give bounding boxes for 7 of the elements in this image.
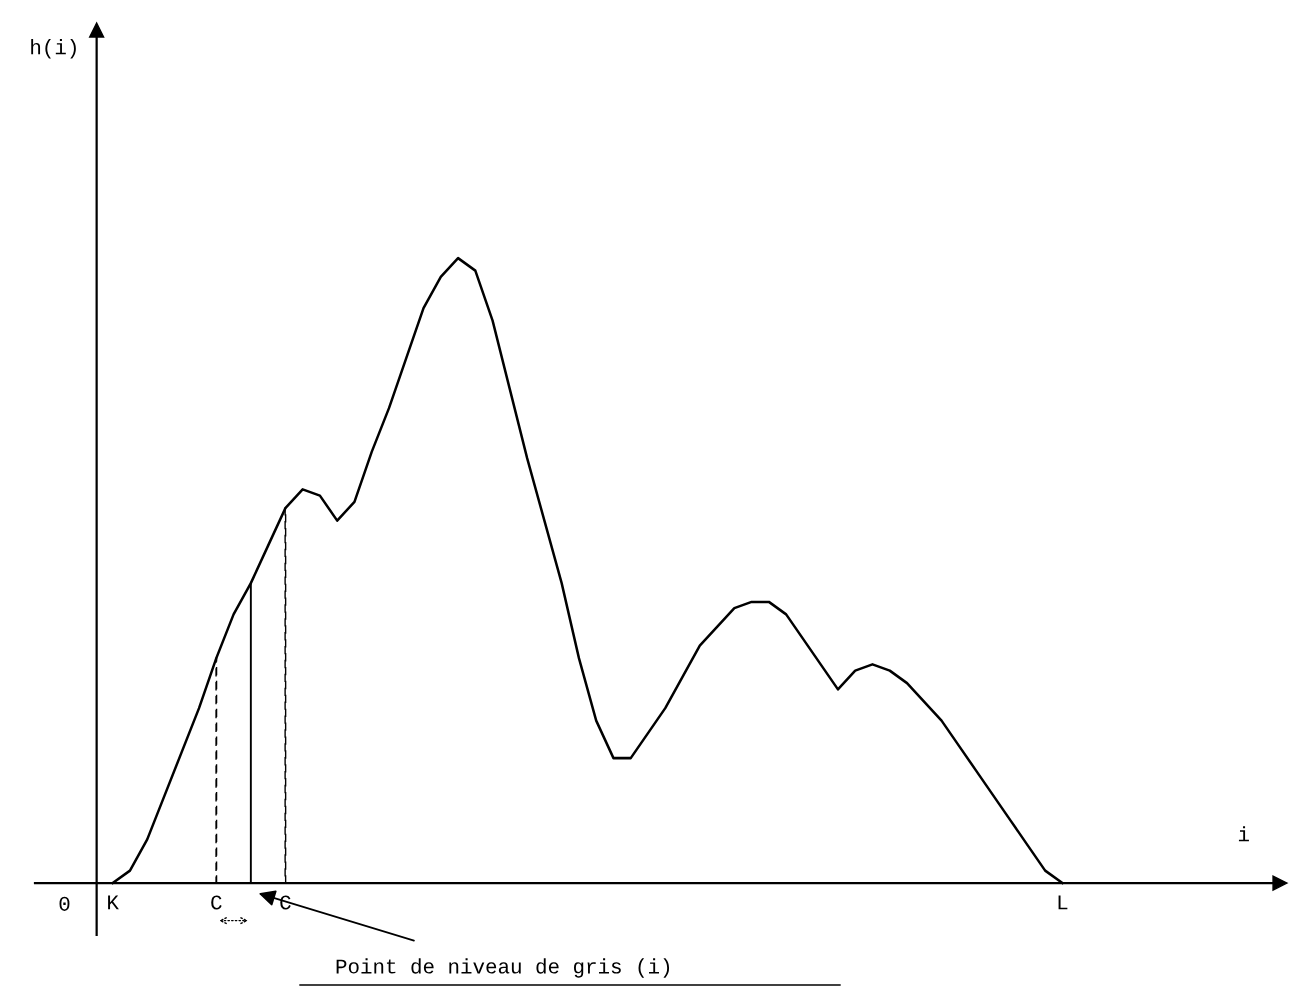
text: h(i)	[31, 39, 76, 59]
x-tick-label: K	[108, 895, 119, 910]
x-tick-label: L	[1058, 895, 1068, 910]
text: 0	[59, 896, 70, 911]
text: i	[1238, 826, 1249, 842]
x-tick-label: C	[211, 895, 222, 910]
text: Point de niveau de gris (i)	[336, 958, 670, 978]
